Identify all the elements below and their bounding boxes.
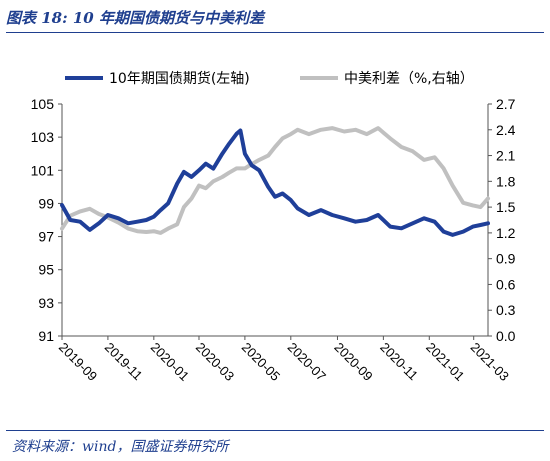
x-tick-label: 2021-01	[423, 340, 467, 384]
chart-title: 图表 18: 10 年期国债期货与中美利差	[6, 9, 264, 27]
y-right-tick-label: 0.0	[496, 328, 516, 344]
x-tick-label: 2020-11	[377, 340, 421, 384]
y-right-tick-label: 1.2	[496, 225, 516, 241]
y-left-tick-label: 97	[38, 229, 54, 245]
x-tick-label: 2020-03	[193, 340, 237, 384]
legend-label-2: 中美利差（%,右轴）	[344, 71, 474, 87]
legend-label-1: 10年期国债期货(左轴)	[109, 70, 250, 87]
y-left-tick-label: 103	[31, 129, 55, 145]
series-line-2	[60, 126, 490, 235]
y-left-tick-label: 93	[38, 295, 54, 311]
series-layer	[60, 126, 490, 237]
x-tick-label: 2019-11	[102, 340, 146, 384]
y-right-tick-label: 2.4	[496, 122, 516, 138]
title-divider	[6, 32, 544, 33]
x-tick-label: 2020-09	[331, 340, 375, 384]
y-right-tick-label: 0.9	[496, 251, 516, 267]
y-right-tick-label: 2.7	[496, 96, 516, 112]
legend: 10年期国债期货(左轴) 中美利差（%,右轴）	[65, 70, 474, 87]
y-left-tick-label: 105	[31, 96, 55, 112]
y-left-tick-label: 101	[31, 162, 55, 178]
axes: 91 93 95 97 99 101 103 105 0.0 0.3 0.6 0.9 1.2 1.5 1.8…	[31, 96, 516, 384]
y-left-tick-label: 91	[38, 328, 54, 344]
y-right-tick-label: 0.3	[496, 302, 516, 318]
y-left-tick-label: 95	[38, 262, 54, 278]
series-line-1	[60, 128, 490, 237]
source-note: 资料来源：wind，国盛证券研究所	[12, 439, 229, 455]
y-right-tick-label: 1.8	[496, 173, 516, 189]
footer-divider	[6, 430, 544, 431]
y-left-tick-label: 99	[38, 195, 54, 211]
y-right-tick-label: 2.1	[496, 148, 516, 164]
y-right-tick-label: 1.5	[496, 199, 516, 215]
x-tick-label: 2020-05	[239, 340, 283, 384]
x-tick-label: 2020-01	[148, 340, 192, 384]
x-tick-label: 2020-07	[285, 340, 329, 384]
x-tick-label: 2021-03	[468, 340, 512, 384]
y-right-tick-label: 0.6	[496, 276, 516, 292]
x-tick-label: 2019-09	[56, 340, 100, 384]
